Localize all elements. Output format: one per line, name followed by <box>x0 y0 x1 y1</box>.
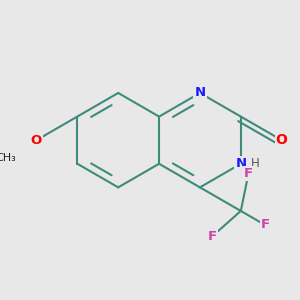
Text: N: N <box>194 86 206 100</box>
Text: N: N <box>235 157 246 170</box>
Text: F: F <box>244 167 253 180</box>
Text: O: O <box>276 133 288 147</box>
Text: CH₃: CH₃ <box>0 153 16 163</box>
Text: H: H <box>251 157 260 170</box>
Text: O: O <box>31 134 42 147</box>
Text: F: F <box>208 230 217 243</box>
Text: F: F <box>261 218 270 232</box>
